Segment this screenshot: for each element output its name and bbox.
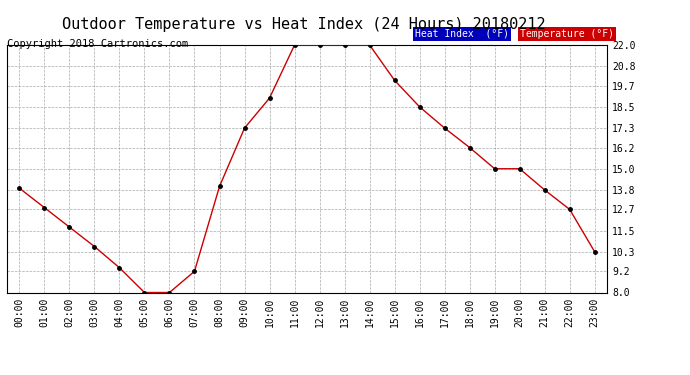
Text: Temperature (°F): Temperature (°F) (520, 29, 614, 39)
Text: Heat Index  (°F): Heat Index (°F) (415, 29, 509, 39)
Text: Copyright 2018 Cartronics.com: Copyright 2018 Cartronics.com (7, 39, 188, 50)
Text: Outdoor Temperature vs Heat Index (24 Hours) 20180212: Outdoor Temperature vs Heat Index (24 Ho… (62, 17, 545, 32)
